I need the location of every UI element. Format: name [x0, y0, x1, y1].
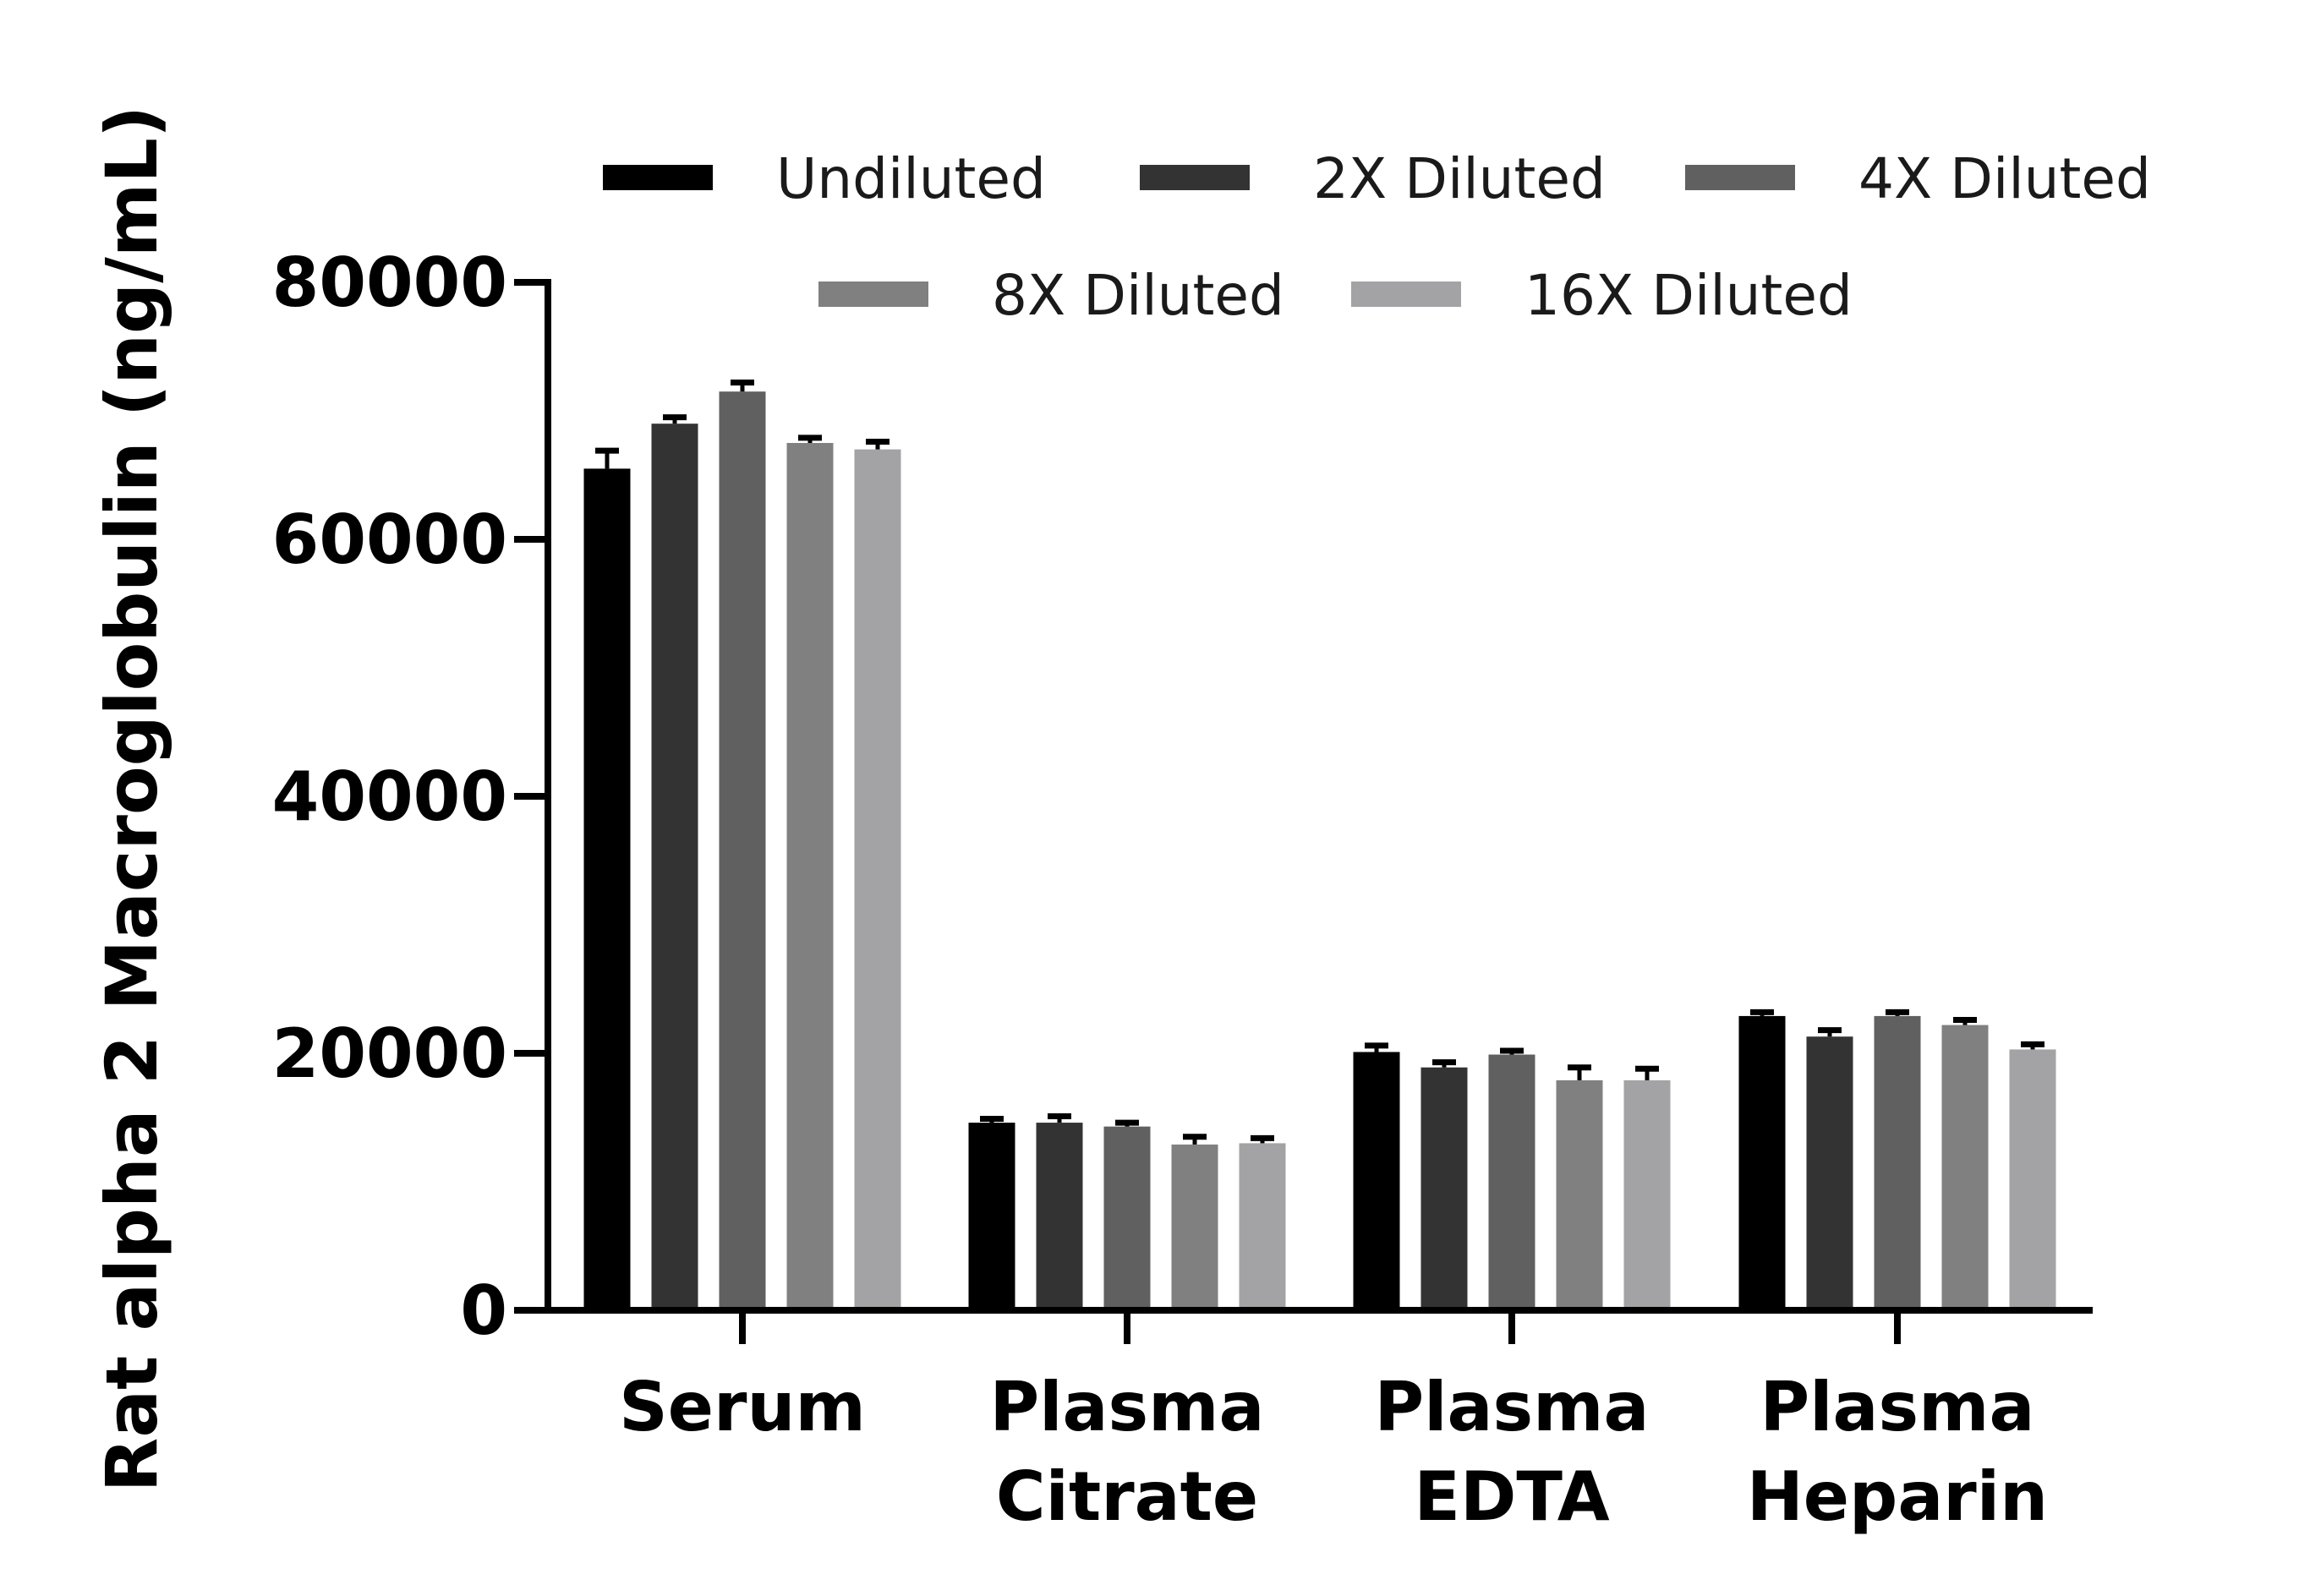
- legend-label: Undiluted: [776, 146, 1046, 211]
- bar: [583, 468, 631, 1310]
- legend-swatch: [1140, 165, 1250, 190]
- x-tick-label: Citrate: [996, 1457, 1258, 1536]
- bar: [1171, 1144, 1218, 1310]
- bar: [1941, 1025, 1989, 1310]
- bar: [854, 449, 901, 1310]
- y-tick-label: 60000: [272, 500, 507, 579]
- bar: [1806, 1036, 1853, 1310]
- bars: [583, 380, 2056, 1311]
- bar: [1036, 1123, 1083, 1310]
- y-tick-label: 80000: [272, 243, 507, 322]
- legend-swatch: [603, 165, 713, 190]
- bar: [968, 1123, 1015, 1310]
- bar: [1239, 1143, 1286, 1310]
- legend-label: 4X Diluted: [1858, 146, 2151, 211]
- y-axis-ticks: 0 20000 40000 60000 80000: [272, 243, 548, 1350]
- y-tick-label: 40000: [272, 757, 507, 836]
- bar: [1738, 1015, 1786, 1310]
- legend-swatch: [1351, 281, 1461, 307]
- y-tick-label: 20000: [272, 1014, 507, 1093]
- bar: [1488, 1054, 1535, 1310]
- bar: [786, 443, 834, 1310]
- legend: Undiluted 2X Diluted 4X Diluted 8X Diluted 1…: [603, 146, 2151, 328]
- bar: [1353, 1052, 1400, 1310]
- bar: [1874, 1015, 1921, 1310]
- x-tick-label: Heparin: [1747, 1457, 2048, 1536]
- legend-swatch: [818, 281, 928, 307]
- legend-swatch: [1685, 165, 1795, 190]
- x-tick-label: Plasma: [1375, 1368, 1650, 1446]
- bar: [1420, 1067, 1468, 1310]
- x-tick-label: Serum: [619, 1368, 866, 1446]
- legend-label: 8X Diluted: [992, 263, 1284, 328]
- x-tick-label: EDTA: [1414, 1457, 1609, 1536]
- legend-label: 2X Diluted: [1313, 146, 1606, 211]
- bar: [2009, 1049, 2056, 1310]
- x-axis-ticks: Serum Plasma Citrate Plasma EDTA Plasma Hepari…: [619, 1310, 2048, 1536]
- legend-label: 16X Diluted: [1524, 263, 1853, 328]
- y-axis-title: Rat alpha 2 Macroglobulin (ng/mL): [90, 106, 173, 1493]
- x-tick-label: Plasma: [1760, 1368, 2035, 1446]
- axes: [545, 279, 2093, 1314]
- bar: [719, 391, 766, 1311]
- x-tick-label: Plasma: [990, 1368, 1265, 1446]
- bar: [1556, 1079, 1603, 1310]
- bar: [651, 424, 698, 1311]
- y-tick-label: 0: [460, 1271, 507, 1350]
- bar: [1103, 1126, 1151, 1310]
- bar: [1623, 1079, 1671, 1310]
